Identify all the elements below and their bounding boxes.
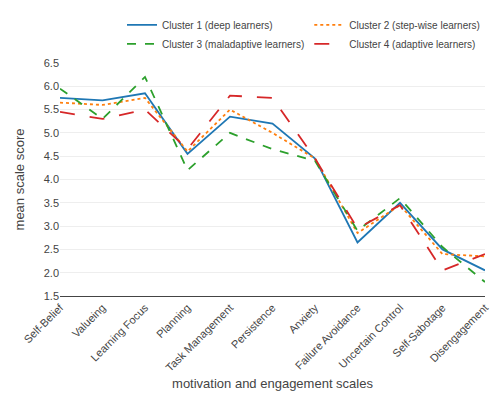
svg-text:3.0: 3.0	[44, 220, 59, 232]
svg-text:3.5: 3.5	[44, 197, 59, 209]
svg-text:Uncertain Control: Uncertain Control	[336, 302, 405, 371]
svg-text:Cluster 2 (step-wise learners): Cluster 2 (step-wise learners)	[349, 20, 480, 31]
svg-text:5.5: 5.5	[44, 103, 59, 115]
svg-text:4.0: 4.0	[44, 173, 59, 185]
svg-text:Valueing: Valueing	[70, 302, 108, 340]
svg-text:mean scale score: mean scale score	[12, 129, 27, 231]
svg-text:motivation and engagement scal: motivation and engagement scales	[172, 376, 373, 391]
svg-text:Learning Focus: Learning Focus	[88, 301, 150, 363]
svg-text:Anxiety: Anxiety	[286, 301, 320, 335]
svg-text:Self-Belief: Self-Belief	[21, 301, 66, 346]
svg-text:Cluster 3 (maladaptive learner: Cluster 3 (maladaptive learners)	[162, 39, 304, 50]
svg-text:Cluster 1 (deep learners): Cluster 1 (deep learners)	[162, 20, 273, 31]
svg-text:Cluster 4 (adaptive learners): Cluster 4 (adaptive learners)	[349, 39, 475, 50]
svg-text:5.0: 5.0	[44, 127, 59, 139]
svg-text:6.0: 6.0	[44, 80, 59, 92]
svg-text:1.5: 1.5	[44, 290, 59, 302]
svg-text:6.5: 6.5	[44, 57, 59, 69]
svg-text:Self-Sabotage: Self-Sabotage	[390, 302, 448, 360]
svg-text:Task Management: Task Management	[163, 302, 235, 374]
svg-text:2.0: 2.0	[44, 267, 59, 279]
svg-text:Disengagement: Disengagement	[427, 302, 490, 365]
svg-text:Persistence: Persistence	[229, 302, 278, 351]
svg-text:Planning: Planning	[154, 302, 193, 341]
svg-text:Failure Avoidance: Failure Avoidance	[293, 302, 363, 372]
svg-text:2.5: 2.5	[44, 243, 59, 255]
svg-text:4.5: 4.5	[44, 150, 59, 162]
